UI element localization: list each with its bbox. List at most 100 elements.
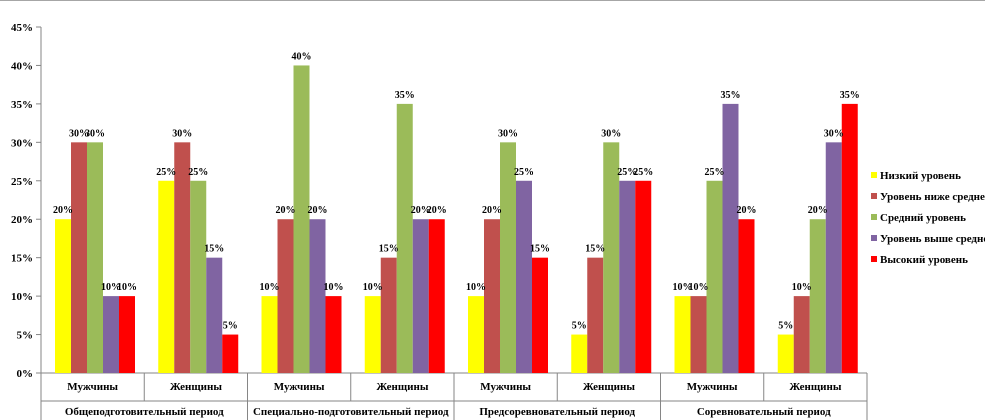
x-category-label: Женщины (170, 381, 223, 393)
data-label: 30% (69, 128, 89, 139)
data-label: 35% (840, 90, 860, 101)
legend-entry-label: Уровень ниже среднего (880, 191, 985, 203)
data-label: 10% (101, 282, 121, 293)
y-tick-label: 15% (11, 253, 33, 265)
data-label: 30% (498, 128, 518, 139)
bar-4 (722, 103, 739, 373)
data-label: 20% (808, 205, 828, 216)
bar-3 (396, 103, 413, 373)
legend-entry-label: Высокий уровень (880, 254, 968, 266)
bar-2 (690, 296, 707, 373)
bar-2 (71, 142, 87, 373)
y-tick-label: 0% (17, 368, 34, 380)
bar-5 (222, 334, 239, 373)
legend-entry-label: Средний уровень (880, 212, 966, 224)
data-label: 25% (188, 167, 208, 178)
x-category-label: Женщины (376, 381, 429, 393)
data-labels: 20%25%10% 10% 10%5%10%5%30% 30%20%15%20%15%… (53, 51, 860, 331)
bars (55, 65, 858, 373)
x-group-label: Предсоревновательный период (479, 406, 635, 418)
y-tick-label: 25% (11, 176, 33, 188)
bar-2 (484, 219, 500, 373)
data-label: 30% (601, 128, 621, 139)
y-tick-label: 20% (11, 214, 33, 226)
data-label: 15% (530, 244, 550, 255)
data-label: 10% (792, 282, 812, 293)
data-label: 30% (85, 128, 105, 139)
data-label: 20% (308, 205, 328, 216)
data-label: 20% (411, 205, 431, 216)
bar-4 (206, 257, 223, 373)
x-category-label: Женщины (789, 381, 842, 393)
bar-1 (55, 219, 71, 373)
bar-2 (380, 257, 397, 373)
bar-4 (825, 142, 842, 373)
x-group-label: Специально-подготовительный период (253, 406, 449, 418)
data-label: 20% (276, 205, 296, 216)
legend-swatch (871, 172, 877, 178)
data-label: 10% (673, 282, 693, 293)
y-tick-label: 10% (11, 291, 33, 303)
data-label: 10% (260, 282, 280, 293)
data-label: 30% (172, 128, 192, 139)
data-label: 5% (778, 321, 793, 332)
data-label: 20% (482, 205, 502, 216)
data-label: 15% (379, 244, 399, 255)
bar-5 (428, 219, 445, 373)
bar-4 (619, 180, 636, 373)
bar-2 (174, 142, 191, 373)
y-tick-label: 45% (11, 22, 33, 34)
data-label: 15% (585, 244, 605, 255)
axes: 0% 5% 10% 15% 20% 25% 30% 35% 40% 45% Мужчины Женщи… (11, 22, 868, 420)
data-label: 15% (204, 244, 224, 255)
data-label: 20% (737, 205, 757, 216)
data-label: 10% (117, 282, 137, 293)
x-group-label: Общеподготовительный период (65, 406, 224, 418)
legend-swatch (871, 214, 877, 220)
y-tick-label: 40% (11, 60, 33, 72)
data-label: 10% (466, 282, 486, 293)
y-tick-label: 35% (11, 99, 33, 111)
bar-3 (293, 65, 310, 373)
x-category-label: Мужчины (67, 381, 118, 393)
x-category-label: Мужчины (687, 381, 738, 393)
bar-5 (738, 219, 755, 373)
bar-2 (587, 257, 604, 373)
bar-3 (706, 180, 723, 373)
bar-4 (516, 180, 532, 373)
x-category-label: Мужчины (480, 381, 531, 393)
bar-3 (87, 142, 103, 373)
bar-1 (674, 296, 691, 373)
bar-3 (809, 219, 826, 373)
y-tick-label: 5% (17, 330, 34, 342)
data-label: 30% (824, 128, 844, 139)
bar-5 (119, 296, 135, 373)
bar-5 (635, 180, 652, 373)
x-category-label: Женщины (583, 381, 636, 393)
data-label: 10% (324, 282, 344, 293)
x-category-label: Мужчины (274, 381, 325, 393)
legend-swatch (871, 235, 877, 241)
data-label: 5% (223, 321, 238, 332)
data-label: 25% (156, 167, 176, 178)
bar-1 (468, 296, 484, 373)
data-label: 25% (514, 167, 534, 178)
data-label: 10% (689, 282, 709, 293)
legend-swatch (871, 193, 877, 199)
data-label: 20% (427, 205, 447, 216)
x-group-label: Соревновательный период (697, 406, 831, 418)
data-label: 40% (292, 51, 312, 62)
legend-entry-label: Низкий уровень (880, 170, 961, 182)
bar-4 (103, 296, 119, 373)
legend-swatch (871, 256, 877, 262)
bar-5 (841, 103, 858, 373)
bar-1 (261, 296, 278, 373)
data-label: 10% (363, 282, 383, 293)
bar-4 (412, 219, 429, 373)
bar-2 (793, 296, 810, 373)
data-label: 35% (395, 90, 415, 101)
bar-1 (777, 334, 794, 373)
bar-5 (532, 257, 548, 373)
